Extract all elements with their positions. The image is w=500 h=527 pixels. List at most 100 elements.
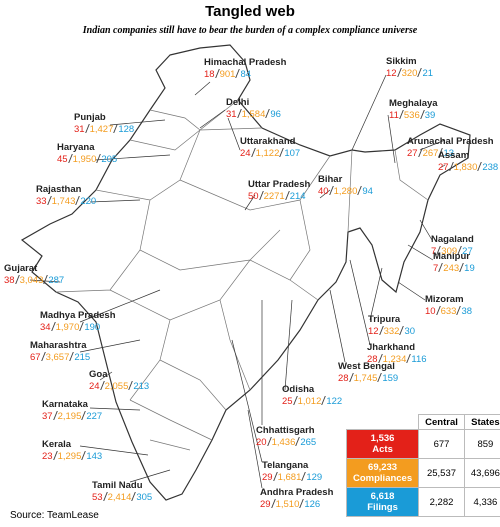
acts: 29 — [260, 499, 271, 510]
header-row: Central States — [347, 414, 500, 430]
filings: 21 — [422, 68, 434, 79]
compliances: 309 — [441, 246, 458, 257]
state-name: Assam — [438, 150, 470, 161]
compliances: 633 — [440, 306, 457, 317]
compliances: 1,280 — [333, 186, 358, 197]
compliances: 1,970 — [55, 322, 80, 333]
compliances: 3,043 — [19, 275, 44, 286]
state-name: Meghalaya — [389, 98, 438, 109]
state-name: Himachal Pradesh — [204, 57, 287, 68]
filings: 213 — [133, 381, 150, 392]
leader-line — [244, 194, 256, 211]
central: 677 — [418, 429, 465, 459]
compliances: 1,436 — [271, 437, 296, 448]
acts: 45 — [57, 154, 68, 165]
state-label: Uttarakhand 24 1,122 107 — [240, 136, 300, 160]
state-name: Sikkim — [386, 56, 417, 67]
total-label: Acts — [372, 444, 393, 455]
leader-line — [369, 267, 383, 321]
compliances: 901 — [219, 69, 236, 80]
filings: 38 — [461, 306, 473, 317]
compliances: 1,510 — [275, 499, 300, 510]
leader-line — [284, 299, 293, 391]
total-cell: 69,233 Compliances — [345, 458, 420, 488]
state-figures: 37 2,195 227 — [42, 411, 102, 423]
leader-line — [419, 219, 433, 241]
state-name: Tripura — [368, 314, 401, 325]
state-label: Manipur 7 243 19 — [433, 251, 475, 275]
state-figures: 24 2,055 213 — [89, 381, 149, 393]
state-figures: 12 320 21 — [386, 68, 433, 80]
leader-line — [79, 339, 141, 353]
total: 69,233 — [368, 462, 398, 473]
filings: 265 — [300, 437, 317, 448]
state-label: Goa 24 2,055 213 — [89, 369, 149, 393]
summary-table: Central States 1,536 Acts 677 859 69,233 Comp… — [345, 414, 500, 517]
state-name: Andhra Pradesh — [260, 487, 334, 498]
leader-line — [439, 164, 446, 169]
state-label: Odisha 25 1,012 122 — [282, 384, 342, 408]
state-label: Tripura 12 332 30 — [368, 314, 415, 338]
filings: 220 — [80, 196, 97, 207]
filings: 205 — [101, 154, 118, 165]
state-label: Gujarat 38 3,043 287 — [4, 263, 64, 287]
acts: 23 — [42, 451, 53, 462]
state-name: Gujarat — [4, 263, 38, 274]
acts: 29 — [262, 472, 273, 483]
total: 6,618 — [370, 491, 395, 502]
state-figures: 29 1,510 126 — [260, 499, 333, 511]
leader-line — [419, 139, 446, 151]
compliances: 332 — [383, 326, 400, 337]
states: 859 — [463, 429, 500, 459]
leader-line — [89, 199, 141, 203]
acts: 31 — [226, 109, 237, 120]
compliances: 1,745 — [353, 373, 378, 384]
acts: 38 — [4, 275, 15, 286]
leader-line — [94, 154, 171, 161]
acts: 20 — [256, 437, 267, 448]
leader-line — [199, 109, 226, 129]
compliances: 243 — [443, 263, 460, 274]
state-name: Delhi — [226, 97, 250, 108]
state-label: Jharkhand 28 1,234 116 — [367, 342, 427, 366]
acts: 12 — [386, 68, 397, 79]
subtitle: Indian companies still have to bear the … — [82, 25, 418, 36]
state-figures: 34 1,970 190 — [40, 322, 116, 334]
state-figures: 67 3,657 215 — [30, 352, 90, 364]
states: 43,696 — [463, 458, 500, 488]
total: 1,536 — [370, 433, 395, 444]
filings: 159 — [382, 373, 399, 384]
leader-line — [194, 81, 211, 96]
filings: 116 — [411, 354, 427, 365]
filings: 96 — [270, 109, 281, 120]
acts: 7 — [431, 246, 437, 257]
state-figures: 28 1,234 116 — [367, 354, 427, 366]
acts: 7 — [433, 263, 439, 274]
states: 4,336 — [463, 487, 500, 517]
acts: 40 — [318, 186, 329, 197]
state-name: Rajasthan — [36, 184, 82, 195]
state-label: West Bengal 28 1,745 159 — [338, 361, 398, 385]
filings: 122 — [326, 396, 343, 407]
total-label: Compliances — [353, 473, 413, 484]
filings: 84 — [240, 69, 252, 80]
state-label: Tamil Nadu 53 2,414 305 — [92, 480, 152, 504]
acts: 10 — [425, 306, 436, 317]
acts: 53 — [92, 492, 103, 503]
state-label: Punjab 31 1,427 128 — [74, 112, 134, 136]
filings: 143 — [86, 451, 103, 462]
state-label: Meghalaya 11 536 39 — [389, 98, 438, 122]
leader-line — [387, 114, 396, 164]
filings: 107 — [284, 148, 301, 159]
filings: 305 — [136, 492, 153, 503]
state-label: Karnataka 37 2,195 227 — [42, 399, 102, 423]
compliances: 2,414 — [107, 492, 132, 503]
total-label: Filings — [367, 502, 398, 513]
state-figures: 7 243 19 — [433, 263, 475, 275]
state-name: Haryana — [57, 142, 95, 153]
acts: 18 — [204, 69, 215, 80]
state-figures: 24 1,122 107 — [240, 148, 300, 160]
compliances: 2,055 — [104, 381, 129, 392]
state-label: Nagaland 7 309 27 — [431, 234, 474, 258]
